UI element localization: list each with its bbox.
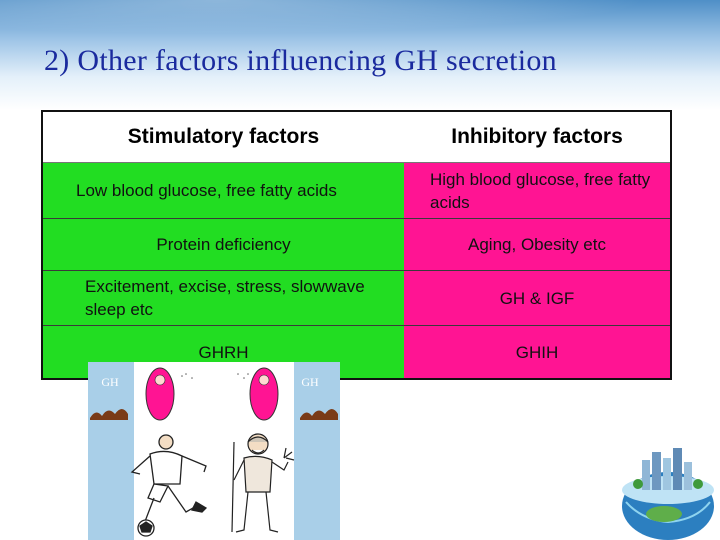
stimulatory-header: Stimulatory factors [42,111,404,163]
table-row: Excitement, excise, stress, slowwave sle… [42,270,671,326]
gh-vial-right [249,367,279,421]
inhibitory-cell: GHIH [404,325,671,379]
stimulatory-cell: Protein deficiency [42,218,404,271]
cartoon-left-label: GH [101,375,119,389]
inhibitory-header: Inhibitory factors [404,111,671,163]
header-gradient-band [0,0,720,110]
old-man-figure [231,433,295,533]
soccer-player-figure [130,434,208,537]
cartoon-right-label: GH [301,375,319,389]
inhibitory-cell: High blood glucose, free fatty acids [404,162,671,219]
table-row: Low blood glucose, free fatty acids High… [42,162,671,219]
globe-city-decoration [622,448,714,540]
table-row: GHRH GHIH [42,325,671,379]
table-header-row: Stimulatory factors Inhibitory factors [42,111,671,163]
gh-vial-left [145,367,175,421]
slide-title: 2) Other factors influencing GH secretio… [44,44,557,77]
inhibitory-cell: Aging, Obesity etc [404,218,671,271]
inhibitory-cell: GH & IGF [404,270,671,326]
stimulatory-cell: Low blood glucose, free fatty acids [42,162,404,219]
gh-age-cartoon: GH GH [88,362,340,540]
gh-factors-table: Stimulatory factors Inhibitory factors L… [41,110,672,380]
table-row: Protein deficiency Aging, Obesity etc [42,218,671,271]
stimulatory-cell: Excitement, excise, stress, slowwave sle… [42,270,404,326]
